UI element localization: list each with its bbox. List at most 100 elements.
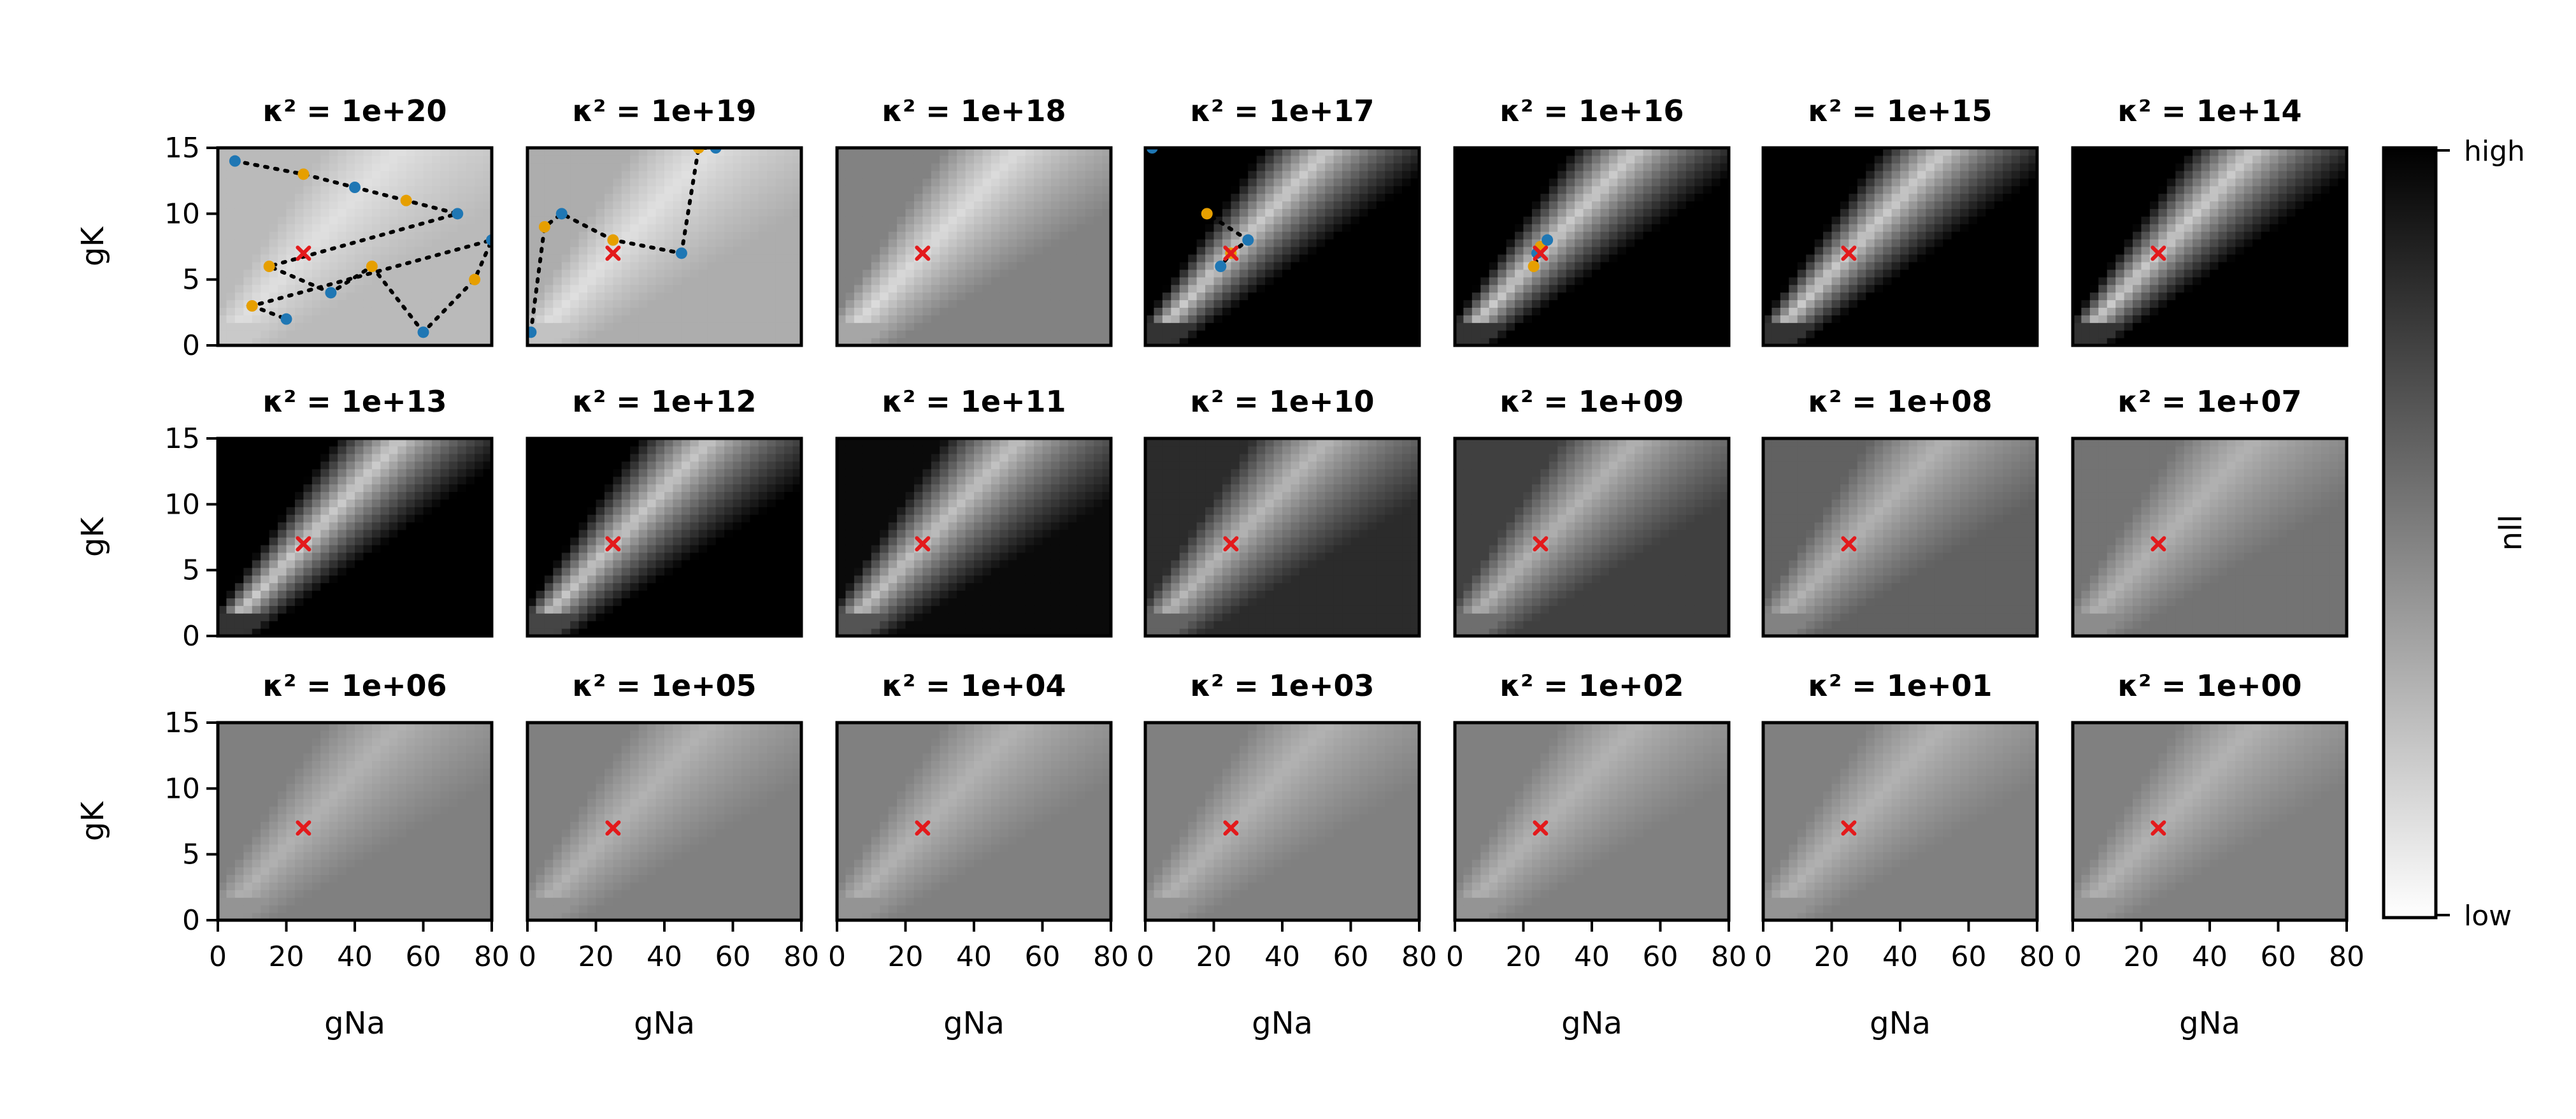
heatmap-cell: [1660, 216, 1670, 224]
heatmap-cell: [715, 231, 725, 240]
heatmap-cell: [1617, 269, 1627, 278]
heatmap-cell: [1085, 231, 1094, 240]
heatmap-cell: [1652, 185, 1661, 194]
heatmap-cell: [1592, 208, 1601, 217]
heatmap-cell: [1660, 148, 1670, 156]
heatmap-cell: [1385, 261, 1394, 270]
heatmap-cell: [346, 307, 355, 315]
heatmap-cell: [1385, 284, 1394, 293]
heatmap-cell: [1188, 247, 1198, 255]
heatmap-cell: [1008, 185, 1017, 194]
heatmap-cell: [1017, 277, 1026, 285]
heatmap-cell: [1660, 254, 1670, 263]
heatmap-cell: [1626, 224, 1635, 232]
heatmap-cell: [1685, 330, 1695, 338]
heatmap-cell: [1145, 231, 1155, 240]
heatmap-cell: [1780, 322, 1789, 331]
heatmap-cell: [1608, 224, 1618, 232]
heatmap-cell: [2003, 148, 2012, 156]
heatmap-cell: [1635, 330, 1644, 338]
heatmap-cell: [690, 330, 699, 338]
heatmap-cell: [475, 338, 484, 345]
heatmap-cell: [380, 148, 390, 156]
heatmap-cell: [630, 185, 640, 194]
heatmap-cell: [1908, 261, 1918, 270]
heatmap-cell: [630, 208, 640, 217]
heatmap-cell: [527, 162, 537, 171]
heatmap-cell: [1968, 269, 1978, 278]
heatmap-cell: [1712, 322, 1721, 331]
heatmap-cell: [1626, 338, 1635, 345]
heatmap-cell: [1299, 155, 1308, 164]
heatmap-cell: [1042, 254, 1052, 263]
heatmap-cell: [1900, 330, 1910, 338]
heatmap-cell: [999, 239, 1009, 247]
heatmap-cell: [1977, 201, 1986, 209]
heatmap-cell: [286, 284, 296, 293]
heatmap-cell: [1883, 239, 1893, 247]
heatmap-cell: [226, 261, 236, 270]
heatmap-cell: [957, 162, 966, 171]
heatmap-cell: [1498, 224, 1507, 232]
heatmap-cell: [880, 269, 889, 278]
heatmap-cell: [1410, 162, 1419, 171]
heatmap-cell: [1883, 247, 1893, 255]
heatmap-cell: [948, 185, 957, 194]
heatmap-cell: [1840, 170, 1849, 179]
heatmap-cell: [1393, 261, 1403, 270]
heatmap-cell: [913, 322, 923, 331]
heatmap-cell: [1256, 330, 1266, 338]
heatmap-cell: [1325, 178, 1335, 187]
heatmap-cell: [758, 208, 768, 217]
heatmap-cell: [346, 315, 355, 323]
heatmap-cell: [1188, 178, 1198, 187]
heatmap-cell: [940, 322, 949, 331]
heatmap-cell: [1694, 224, 1704, 232]
heatmap-cell: [1797, 170, 1807, 179]
heatmap-cell: [792, 269, 801, 278]
heatmap-cell: [1017, 247, 1026, 255]
heatmap-cell: [338, 269, 347, 278]
heatmap-cell: [570, 269, 580, 278]
heatmap-cell: [1102, 284, 1111, 293]
heatmap-cell: [784, 330, 794, 338]
heatmap-cell: [1359, 261, 1368, 270]
heatmap-cell: [741, 239, 750, 247]
heatmap-cell: [1025, 307, 1034, 315]
heatmap-cell: [466, 201, 475, 209]
heatmap-cell: [1094, 338, 1103, 345]
heatmap-cell: [647, 170, 657, 179]
heatmap-cell: [1299, 239, 1308, 247]
heatmap-cell: [1849, 193, 1858, 202]
heatmap-cell: [1325, 231, 1335, 240]
heatmap-cell: [1188, 261, 1198, 270]
heatmap-cell: [880, 330, 889, 338]
heatmap-cell: [1635, 292, 1644, 301]
heatmap-cell: [792, 162, 801, 171]
heatmap-cell: [243, 170, 253, 179]
heatmap-cell: [1393, 170, 1403, 179]
heatmap-cell: [1162, 178, 1171, 187]
heatmap-cell: [338, 307, 347, 315]
heatmap-cell: [1239, 208, 1249, 217]
heatmap-cell: [234, 193, 244, 202]
heatmap-cell: [1385, 315, 1394, 323]
heatmap-cell: [269, 208, 278, 217]
heatmap-cell: [1256, 254, 1266, 263]
heatmap-cell: [965, 208, 975, 217]
heatmap-cell: [1455, 330, 1464, 338]
heatmap-cell: [1668, 315, 1678, 323]
heatmap-cell: [226, 148, 236, 156]
heatmap-cell: [1831, 201, 1841, 209]
heatmap-cell: [888, 201, 898, 209]
heatmap-cell: [1660, 224, 1670, 232]
heatmap-cell: [880, 247, 889, 255]
heatmap-cell: [750, 201, 759, 209]
heatmap-cell: [1385, 322, 1394, 331]
heatmap-cell: [457, 307, 467, 315]
heatmap-cell: [226, 170, 236, 179]
heatmap-cell: [380, 292, 390, 301]
heatmap-cell: [1592, 330, 1601, 338]
heatmap-cell: [1256, 269, 1266, 278]
